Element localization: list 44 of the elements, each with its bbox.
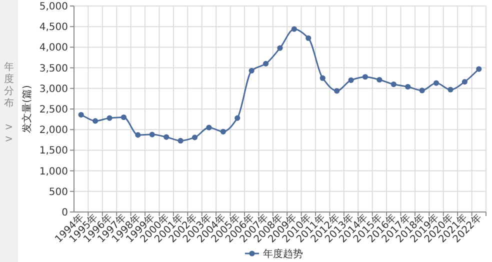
point [206,124,212,130]
y-tick-label: 1,000 [39,166,68,178]
point [92,118,98,124]
point [291,26,298,32]
y-tick-label: 3,500 [39,63,68,74]
point [120,114,127,120]
point [405,84,411,90]
y-tick-label: 4,000 [39,42,68,54]
point [277,45,283,51]
point [419,88,425,94]
point [262,60,269,66]
point [362,74,368,80]
point [164,134,170,140]
point [476,66,482,72]
point [320,75,326,81]
point [149,132,155,138]
y-tick-label: 0 [62,208,68,218]
point [135,132,141,138]
point [448,86,454,92]
point [248,68,254,74]
y-axis-title: 发文量(篇) [21,85,33,133]
y-tick-label: 500 [48,186,68,198]
point [433,80,440,86]
point [192,134,198,140]
y-tick-label: 2,000 [39,125,68,136]
y-tick-label: 4,500 [39,22,68,34]
y-tick-label: 5,000 [39,2,68,12]
annotation: 年度分布 >> [4,62,14,145]
point [390,81,396,88]
y-tick-label: 3,000 [39,84,68,95]
point [220,128,226,134]
legend: 年度趋势 [245,249,303,260]
point [334,88,340,94]
point [306,35,312,41]
point [106,115,112,121]
legend-label: 年度趋势 [263,248,303,260]
y-tick-label: 2,500 [39,104,68,116]
point [234,115,240,121]
point [462,79,468,85]
point [78,112,84,118]
point [348,77,354,83]
y-tick-label: 1,500 [39,146,68,157]
point [178,138,184,144]
point [376,76,382,83]
